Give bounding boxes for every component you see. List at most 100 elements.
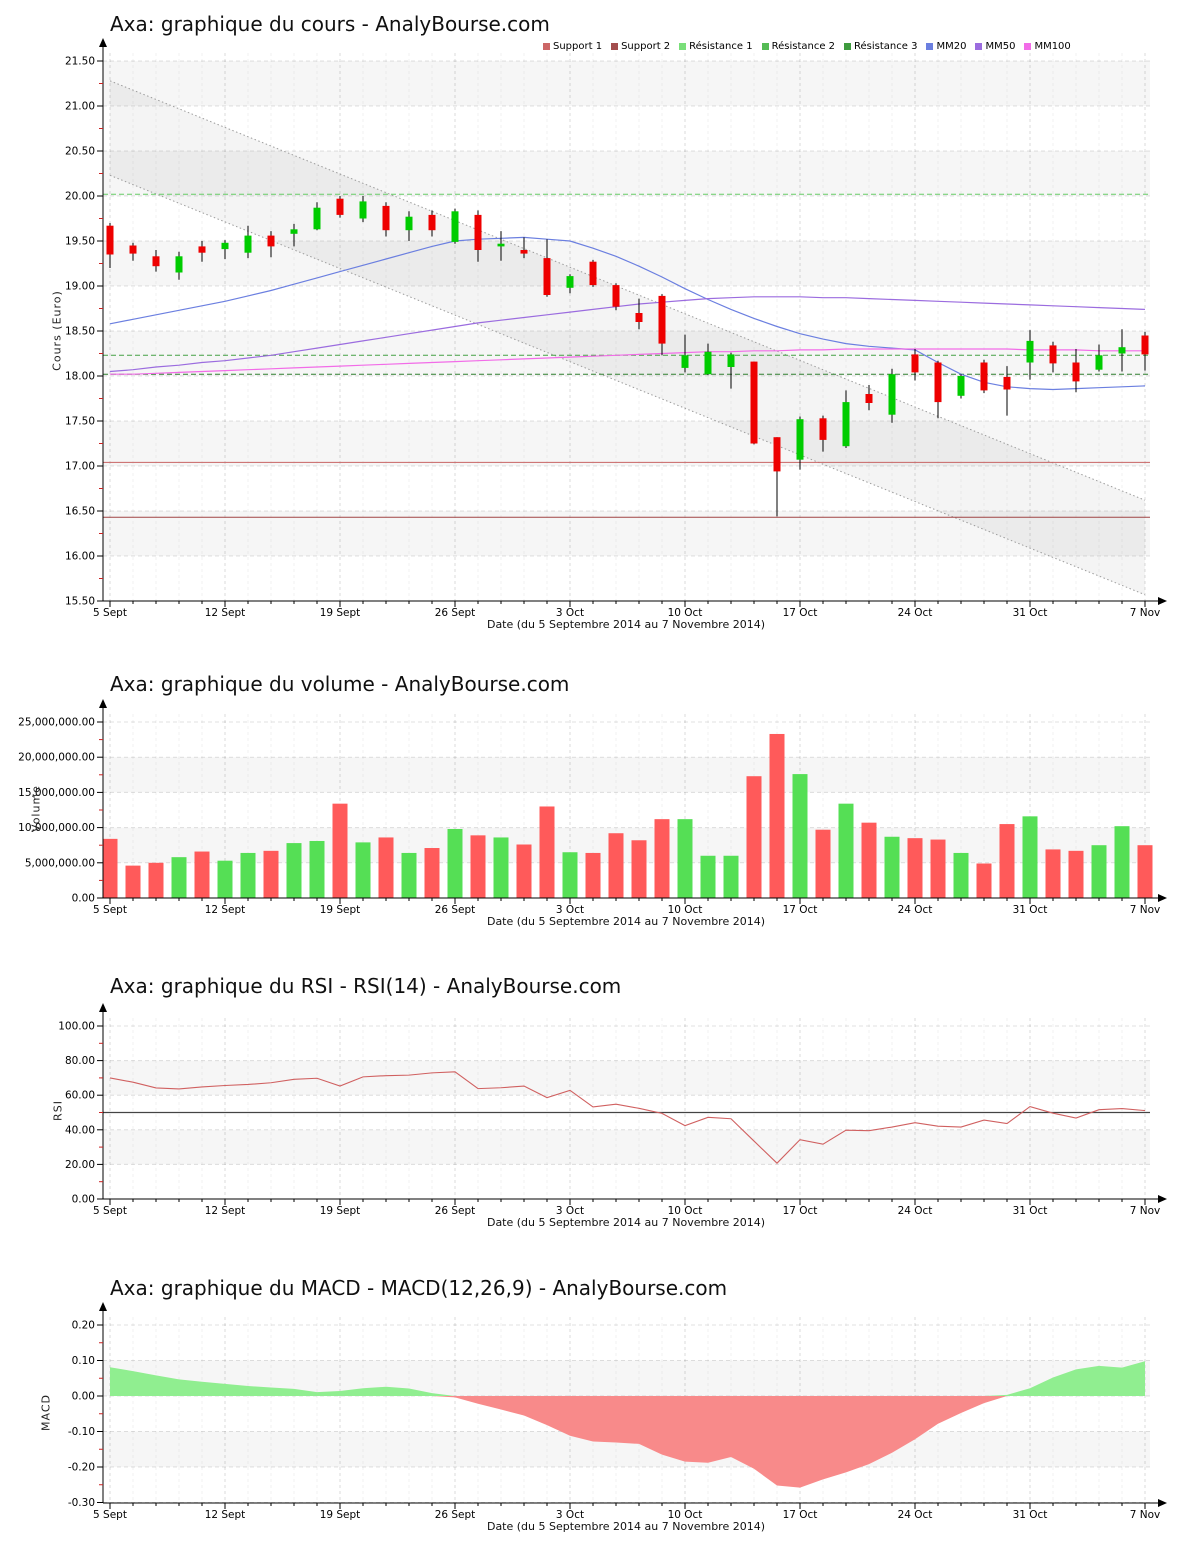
- x-tick-label: 17 Oct: [783, 1509, 818, 1521]
- y-tick-label: 21.50: [65, 56, 95, 68]
- candle: [773, 437, 781, 517]
- volume-bar: [654, 819, 670, 898]
- candle: [865, 385, 873, 411]
- candle-body: [727, 354, 735, 367]
- macd-chart-title: Axa: graphique du MACD - MACD(12,26,9) -…: [110, 1276, 728, 1300]
- candle-body: [1072, 362, 1080, 382]
- y-tick-label: 40.00: [65, 1124, 95, 1136]
- legend-item-résistance-3: Résistance 3: [844, 41, 917, 52]
- candle-body: [658, 295, 666, 344]
- x-tick-label: 31 Oct: [1013, 1205, 1048, 1217]
- candle: [129, 242, 137, 261]
- y-tick-label: 20.00: [65, 191, 95, 203]
- candle: [957, 374, 965, 399]
- volume-bar: [424, 848, 440, 898]
- moving-average-mm100: [110, 348, 1145, 375]
- candle-body: [612, 285, 620, 307]
- x-axis-arrow-icon: [1158, 894, 1167, 902]
- volume-bar: [378, 837, 394, 898]
- volume-bar: [493, 837, 509, 898]
- legend-item-résistance-1: Résistance 1: [679, 41, 753, 52]
- x-tick-label: 12 Sept: [205, 607, 246, 619]
- candle: [198, 241, 206, 262]
- rsi-line: [109, 1071, 1146, 1164]
- candle: [589, 259, 597, 287]
- legend-swatch-icon: [543, 43, 550, 50]
- volume-bar: [401, 852, 417, 898]
- x-tick-label: 24 Oct: [898, 1205, 933, 1217]
- candle-body: [934, 362, 942, 403]
- volume-plot: 25,000,000.00 20,000,000.00 15,000,000.00 1…: [18, 699, 1167, 916]
- candle-body: [451, 211, 459, 242]
- candle-body: [888, 374, 896, 415]
- candle: [750, 361, 758, 445]
- legend-swatch-icon: [926, 43, 934, 50]
- x-tick-label: 7 Nov: [1130, 607, 1161, 619]
- candle-body: [957, 376, 965, 396]
- candle: [704, 343, 712, 376]
- legend-swatch-icon: [844, 43, 852, 50]
- x-tick-label: 12 Sept: [205, 1205, 246, 1217]
- candle: [888, 368, 896, 423]
- plot-band: [103, 1130, 1150, 1165]
- candle-body: [129, 245, 137, 254]
- candle: [267, 231, 275, 258]
- x-tick-label: 5 Sept: [93, 904, 127, 916]
- candle: [152, 250, 160, 272]
- y-tick-label: 15.50: [65, 596, 95, 608]
- y-tick-label: 21.00: [65, 101, 95, 113]
- volume-bar: [125, 865, 141, 898]
- x-tick-label: 24 Oct: [898, 607, 933, 619]
- price-chart-legend: Support 1 Support 2 Résistance 1 Résistance…: [543, 41, 1071, 52]
- rsi-y-axis-title: RSI: [51, 1100, 65, 1121]
- candle: [612, 283, 620, 311]
- candle: [934, 360, 942, 419]
- x-tick-label: 5 Sept: [93, 1205, 127, 1217]
- candle: [1118, 329, 1126, 372]
- volume-bar: [217, 860, 233, 898]
- candle-body: [267, 235, 275, 247]
- candle-body: [313, 207, 321, 230]
- volume-bar: [838, 803, 854, 898]
- volume-bar: [792, 774, 808, 898]
- x-tick-label: 17 Oct: [783, 904, 818, 916]
- moving-average-mm50: [109, 296, 1146, 373]
- volume-date-axis-title: Date (du 5 Septembre 2014 au 7 Novembre …: [486, 915, 766, 928]
- candle: [497, 231, 505, 261]
- volume-bar: [1045, 849, 1061, 898]
- x-tick-label: 26 Sept: [435, 1509, 476, 1521]
- x-tick-label: 26 Sept: [435, 1205, 476, 1217]
- legend-item-résistance-2: Résistance 2: [761, 41, 836, 52]
- candle: [658, 294, 666, 356]
- candle-body: [520, 250, 528, 254]
- candle-body: [1095, 355, 1103, 370]
- legend-swatch-icon: [611, 43, 619, 50]
- volume-bar: [884, 836, 900, 898]
- x-tick-label: 26 Sept: [435, 904, 476, 916]
- y-tick-label: -0.10: [68, 1426, 95, 1438]
- candle-body: [336, 198, 344, 215]
- x-tick-label: 10 Oct: [668, 1205, 703, 1217]
- x-tick-label: 31 Oct: [1013, 904, 1048, 916]
- x-tick-label: 5 Sept: [93, 1509, 127, 1521]
- candle-body: [543, 258, 551, 295]
- y-tick-label: 18.00: [65, 371, 95, 383]
- x-tick-label: 17 Oct: [783, 1205, 818, 1217]
- candle: [290, 223, 298, 247]
- candle: [1049, 341, 1057, 373]
- candle: [566, 274, 574, 294]
- x-tick-label: 10 Oct: [668, 607, 703, 619]
- candle: [405, 211, 413, 241]
- y-tick-label: 20.50: [65, 146, 95, 158]
- y-tick-label: 5,000,000.00: [25, 857, 95, 869]
- x-tick-label: 10 Oct: [668, 904, 703, 916]
- y-axis-arrow-icon: [99, 699, 107, 708]
- rsi-plot: 100.00 80.00 60.00 40.00 20.00 0.005 Sept 12 S…: [58, 1003, 1167, 1217]
- x-tick-label: 24 Oct: [898, 1509, 933, 1521]
- y-tick-label: 17.00: [65, 461, 95, 473]
- legend-label: Résistance 2: [771, 41, 836, 52]
- y-axis-arrow-icon: [99, 38, 107, 47]
- moving-average-mm20: [109, 236, 1146, 391]
- volume-bar: [332, 803, 348, 898]
